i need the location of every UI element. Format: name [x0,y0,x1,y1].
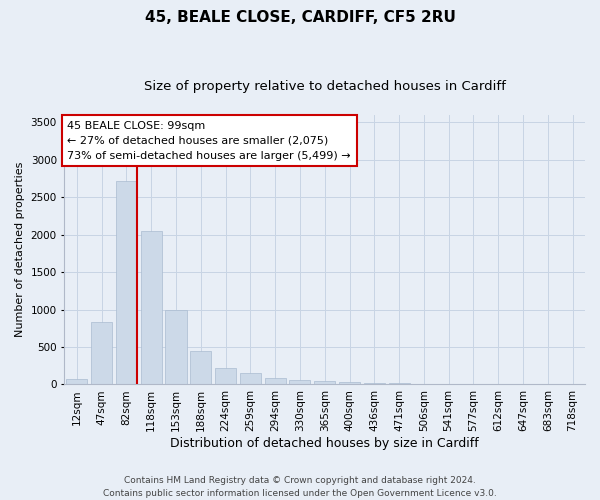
Bar [265,378,286,384]
Text: Contains HM Land Registry data © Crown copyright and database right 2024.
Contai: Contains HM Land Registry data © Crown c… [103,476,497,498]
Text: 45 BEALE CLOSE: 99sqm
← 27% of detached houses are smaller (2,075)
73% of semi-d: 45 BEALE CLOSE: 99sqm ← 27% of detached … [67,121,351,160]
Bar [91,322,112,384]
Bar [190,351,211,384]
Bar [116,181,137,384]
Bar [240,373,261,384]
Title: Size of property relative to detached houses in Cardiff: Size of property relative to detached ho… [144,80,506,93]
Bar [140,231,162,384]
X-axis label: Distribution of detached houses by size in Cardiff: Distribution of detached houses by size … [170,437,479,450]
Text: 45, BEALE CLOSE, CARDIFF, CF5 2RU: 45, BEALE CLOSE, CARDIFF, CF5 2RU [145,10,455,25]
Bar [364,383,385,384]
Bar [314,382,335,384]
Y-axis label: Number of detached properties: Number of detached properties [15,162,25,338]
Bar [67,379,88,384]
Bar [289,380,310,384]
Bar [166,310,187,384]
Bar [215,368,236,384]
Bar [339,382,360,384]
